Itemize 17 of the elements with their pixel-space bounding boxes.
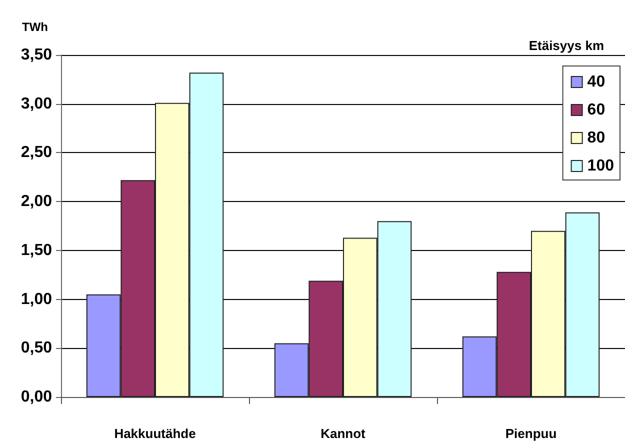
legend-label: 100 xyxy=(587,158,614,174)
legend-title: Etäisyys km xyxy=(528,38,604,53)
legend-label: 40 xyxy=(587,74,606,90)
y-tick-label: 3,50 xyxy=(20,46,52,64)
y-tick-label: 0,00 xyxy=(20,388,52,406)
legend-label: 60 xyxy=(587,102,606,118)
legend-label: 80 xyxy=(587,130,606,146)
y-tick-label: 2,00 xyxy=(20,193,52,210)
y-tick-label: 2,50 xyxy=(20,144,52,162)
x-tick-label: Hakkuutähde xyxy=(114,426,196,441)
x-tick-label: Kannot xyxy=(320,426,366,441)
y-axis-title: TWh xyxy=(22,20,48,34)
y-tick-label: 3,00 xyxy=(20,95,52,112)
y-tick-label: 0,50 xyxy=(20,340,52,357)
y-tick-label: 1,00 xyxy=(20,290,52,308)
x-tick-label: Pienpuu xyxy=(505,426,557,441)
y-tick-label: 1,50 xyxy=(20,242,52,259)
